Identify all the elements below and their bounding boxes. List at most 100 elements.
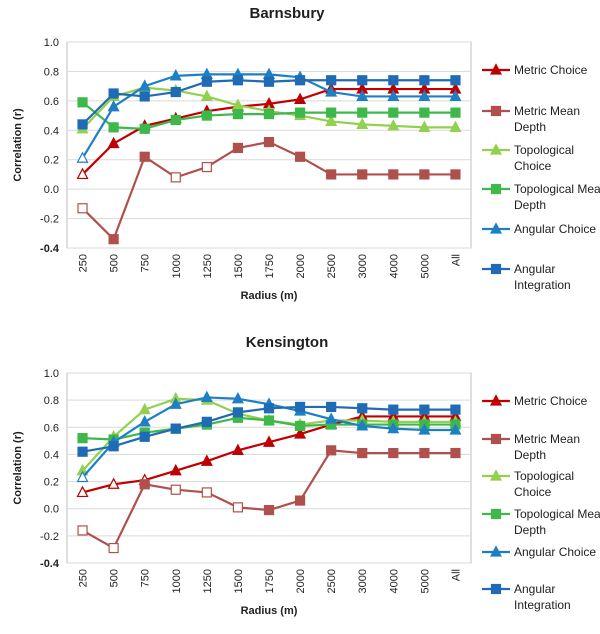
data-point	[357, 169, 368, 180]
y-tick-label: 0.8	[44, 66, 59, 78]
chart-title: Barnsbury	[249, 5, 325, 22]
data-point	[294, 151, 306, 162]
legend-marker	[490, 263, 502, 275]
data-point	[325, 412, 338, 424]
data-point	[263, 136, 275, 148]
data-point	[170, 484, 181, 495]
data-point	[108, 88, 119, 99]
legend-label: Metric Mean Depth	[514, 432, 580, 462]
chart-title: Kensington	[246, 334, 329, 351]
data-point	[170, 114, 181, 126]
data-point	[356, 117, 369, 129]
data-point	[326, 169, 337, 180]
x-tick-label: 4000	[388, 254, 400, 278]
legend-label: Topological Choice	[514, 469, 574, 499]
legend-entry: Metric Choice	[482, 63, 588, 77]
data-point	[419, 447, 430, 459]
series-angular-integration	[77, 401, 461, 457]
data-point	[201, 110, 212, 121]
data-point	[138, 79, 151, 91]
data-point	[450, 169, 461, 180]
series-metric-mean-depth	[77, 445, 461, 554]
x-tick-label: All	[450, 254, 462, 266]
data-point	[201, 76, 212, 87]
data-point	[77, 203, 88, 214]
x-tick-label: 1500	[233, 254, 245, 278]
y-tick-label: 0.6	[44, 422, 59, 434]
legend-label: Angular Choice	[514, 545, 596, 559]
y-tick-label: 0.6	[44, 96, 59, 108]
x-tick-label: 750	[140, 254, 152, 272]
data-point	[138, 415, 151, 427]
x-tick-label: 250	[78, 569, 90, 587]
y-tick-label: 0.4	[44, 449, 59, 461]
legend-entry: Angular Choice	[482, 545, 596, 559]
data-point	[388, 107, 399, 118]
legend-label: Angular Choice	[514, 222, 596, 236]
data-point	[263, 76, 275, 87]
data-point	[449, 89, 462, 102]
series-line	[81, 449, 456, 550]
legend-marker	[490, 63, 502, 75]
data-point	[419, 75, 430, 86]
data-point	[326, 75, 337, 86]
data-point	[325, 85, 338, 97]
data-point	[170, 172, 181, 183]
data-point	[450, 447, 461, 459]
data-point	[326, 401, 337, 413]
x-tick-label: 3000	[357, 569, 369, 593]
data-point	[418, 89, 431, 102]
data-point	[294, 107, 306, 118]
data-point	[419, 169, 430, 180]
y-tick-label: 0.8	[44, 395, 59, 407]
data-point	[139, 123, 150, 134]
data-point	[418, 120, 431, 132]
chart-0: Barnsbury 1.0 0.8 0.6 0.4 0.2 0.0 -0.2 -0.4 250 50…	[12, 5, 600, 302]
data-point	[263, 504, 275, 516]
y-axis-title: Correlation (r)	[12, 431, 24, 505]
x-tick-label: 2500	[326, 254, 338, 278]
data-point	[263, 415, 275, 426]
data-point	[200, 454, 213, 466]
legend-entry: Topological Choice	[482, 469, 574, 499]
data-point	[77, 525, 88, 536]
x-tick-label: 1750	[264, 254, 276, 278]
data-point	[200, 390, 213, 403]
data-point	[108, 542, 119, 554]
legend-entry: Metric Mean Depth	[482, 432, 580, 462]
x-tick-label: 500	[109, 254, 121, 272]
legend-entry: Angular Choice	[482, 222, 596, 236]
data-point	[387, 119, 400, 131]
legend-marker	[490, 143, 502, 155]
x-tick-label: 2000	[295, 569, 307, 593]
data-point	[139, 151, 150, 162]
data-point	[450, 107, 461, 118]
data-point	[263, 435, 275, 447]
legend-marker	[490, 469, 502, 481]
data-point	[232, 407, 244, 418]
legend-entry: Topological Choice	[482, 143, 574, 173]
data-point	[107, 136, 120, 149]
x-tick-label: 4000	[388, 569, 400, 593]
data-point	[419, 404, 430, 415]
y-tick-label: 1.0	[44, 368, 59, 380]
legend-entry: Metric Choice	[482, 394, 588, 408]
data-point	[388, 75, 399, 86]
data-point	[387, 89, 400, 102]
series-metric-mean-depth	[77, 136, 461, 245]
legend-marker	[490, 105, 502, 117]
data-point	[294, 75, 306, 86]
legend-marker	[490, 433, 502, 445]
x-tick-label: 5000	[419, 254, 431, 278]
data-point	[76, 485, 89, 498]
data-point	[232, 502, 244, 513]
data-point	[418, 423, 431, 435]
x-tick-label: 1500	[233, 569, 245, 593]
data-point	[170, 423, 181, 434]
data-point	[77, 97, 88, 108]
data-point	[449, 423, 462, 435]
data-point	[357, 75, 368, 86]
legend-label: Angular Integration	[514, 582, 571, 612]
